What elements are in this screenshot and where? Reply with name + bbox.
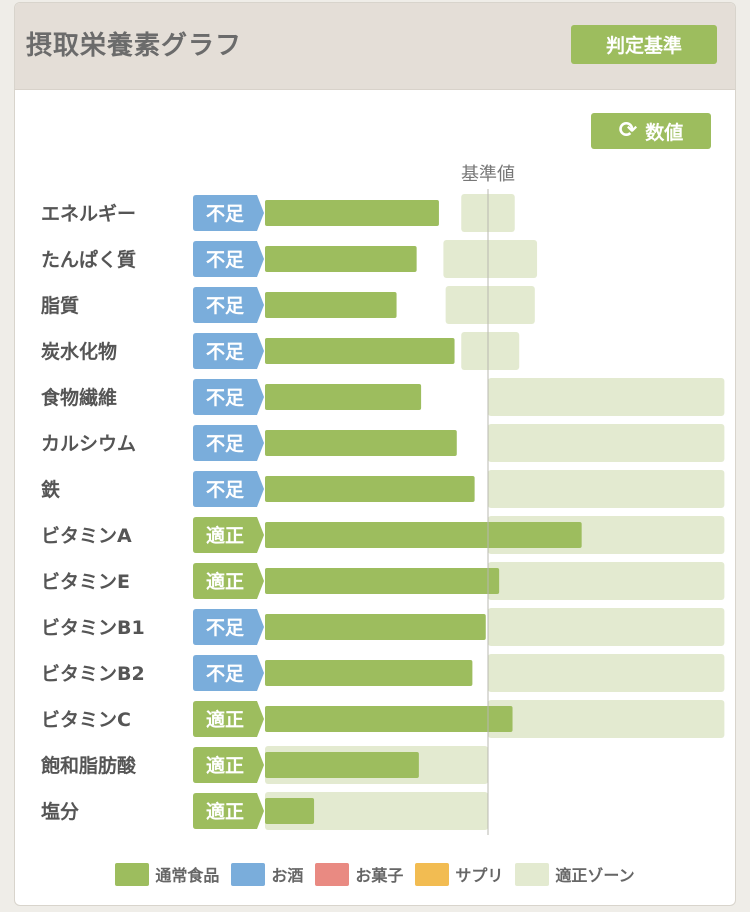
category-label: たんぱく質	[41, 248, 136, 271]
category-label: 食物繊維	[41, 386, 117, 409]
category-label: ビタミンB2	[41, 663, 145, 685]
status-badge-label: 不足	[206, 341, 245, 363]
bar-normal-food	[265, 200, 439, 226]
adequate-zone	[488, 654, 725, 692]
status-badge-label: 不足	[206, 387, 245, 409]
bar-normal-food	[265, 384, 422, 410]
status-badge	[193, 563, 264, 599]
reference-label: 基準値	[461, 164, 515, 185]
legend-item-supplement: サプリ	[415, 862, 503, 886]
legend-swatch-snack	[315, 862, 350, 886]
status-badge-label: 適正	[206, 754, 244, 777]
page-title: 摂取栄養素グラフ	[26, 31, 243, 61]
status-badge	[193, 655, 264, 691]
status-badge	[193, 701, 264, 737]
adequate-zone	[265, 792, 488, 830]
category-label: ビタミンE	[41, 571, 130, 593]
category-label: カルシウム	[41, 433, 136, 455]
legend-item-alcohol: お酒	[231, 862, 303, 886]
value-toggle-button[interactable]: ⟳ 数値	[591, 113, 711, 149]
legend-label: サプリ	[455, 866, 504, 885]
category-label: 飽和脂肪酸	[40, 754, 137, 777]
status-badge	[193, 241, 264, 277]
status-badge-label: 不足	[206, 663, 245, 685]
legend-swatch-supplement	[415, 862, 450, 886]
legend-swatch-adequate-zone	[515, 862, 550, 886]
status-badge	[193, 425, 264, 461]
status-badge-label: 不足	[206, 203, 245, 225]
bar-normal-food	[265, 798, 315, 824]
card-header: 摂取栄養素グラフ 判定基準	[15, 3, 735, 90]
bar-normal-food	[265, 476, 475, 502]
category-label: 炭水化物	[41, 340, 117, 363]
category-label: 鉄	[41, 478, 60, 501]
adequate-zone	[488, 700, 725, 738]
legend-label: お菓子	[355, 866, 404, 885]
status-badge-label: 不足	[206, 249, 245, 271]
status-badge-label: 適正	[206, 524, 244, 547]
status-badge-label: 適正	[206, 570, 244, 593]
status-badge-label: 適正	[206, 800, 244, 823]
status-badge	[193, 517, 264, 553]
chart-legend: 通常食品 お酒 お菓子 サプリ 適正ゾーン	[15, 859, 735, 889]
adequate-zone	[488, 378, 725, 416]
category-label: 脂質	[41, 294, 79, 317]
bar-normal-food	[265, 338, 455, 364]
bar-normal-food	[265, 430, 457, 456]
legend-item-adequate-zone: 適正ゾーン	[515, 862, 635, 886]
adequate-zone	[445, 286, 535, 324]
refresh-icon: ⟳	[618, 118, 638, 143]
status-badge	[193, 379, 264, 415]
status-badge-label: 適正	[206, 708, 244, 731]
legend-swatch-alcohol	[231, 862, 266, 886]
status-badge	[193, 609, 264, 645]
legend-label: 通常食品	[155, 866, 220, 885]
category-label: 塩分	[41, 800, 79, 823]
category-label: ビタミンB1	[41, 617, 145, 639]
category-label: ビタミンA	[41, 525, 132, 547]
status-badge-label: 不足	[206, 617, 245, 639]
nutrient-graph-card: 摂取栄養素グラフ 判定基準 ⟳ 数値 基準値 エネルギー 不足 たんぱく質 不足 脂質 不足…	[14, 2, 736, 906]
status-badge-label: 不足	[206, 479, 245, 501]
status-badge	[193, 195, 264, 231]
bar-normal-food	[265, 706, 513, 732]
status-badge	[193, 793, 264, 829]
bar-normal-food	[265, 292, 397, 318]
bar-normal-food	[265, 660, 473, 686]
legend-item-normal-food: 通常食品	[115, 862, 219, 886]
adequate-zone	[488, 608, 725, 646]
status-badge	[193, 471, 264, 507]
adequate-zone	[488, 424, 725, 462]
status-badge	[193, 333, 264, 369]
adequate-zone	[443, 240, 538, 278]
adequate-zone	[488, 562, 725, 600]
legend-label: 適正ゾーン	[555, 866, 635, 885]
legend-label: お酒	[271, 866, 304, 885]
bar-normal-food	[265, 752, 419, 778]
bar-normal-food	[265, 568, 500, 594]
status-badge	[193, 287, 264, 323]
category-label: ビタミンC	[41, 709, 131, 731]
adequate-zone	[488, 470, 725, 508]
value-toggle-label: 数値	[645, 121, 684, 144]
bar-normal-food	[265, 522, 582, 548]
legend-swatch-normal-food	[115, 862, 150, 886]
category-label: エネルギー	[41, 203, 136, 225]
adequate-zone	[461, 332, 520, 370]
criteria-button[interactable]: 判定基準	[571, 25, 717, 64]
bar-normal-food	[265, 614, 486, 640]
bar-normal-food	[265, 246, 417, 272]
status-badge	[193, 747, 264, 783]
legend-item-snack: お菓子	[315, 862, 403, 886]
status-badge-label: 不足	[206, 295, 245, 317]
status-badge-label: 不足	[206, 433, 245, 455]
